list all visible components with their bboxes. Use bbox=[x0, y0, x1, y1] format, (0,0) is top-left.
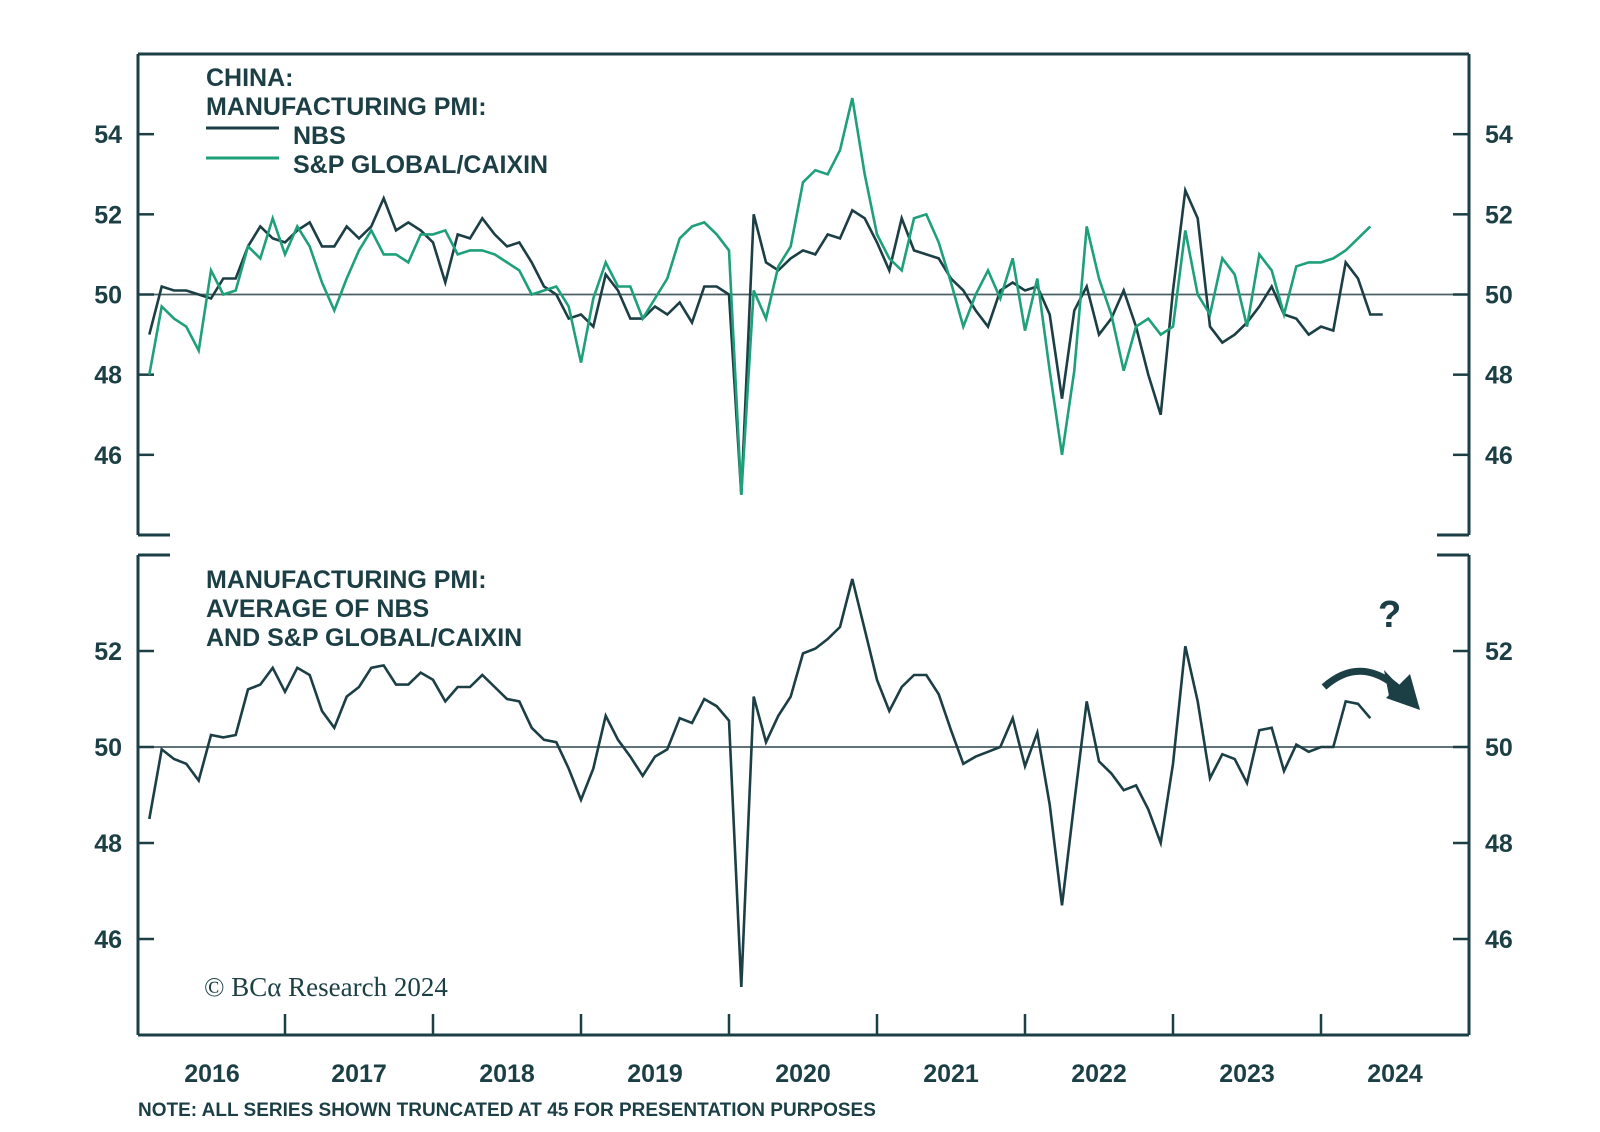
y-tick-label-right: 52 bbox=[1485, 201, 1513, 229]
legend-label-nbs: NBS bbox=[293, 122, 346, 150]
x-tick-label: 2024 bbox=[1367, 1060, 1423, 1088]
y-tick-label-left: 48 bbox=[94, 830, 122, 858]
series-line-caixin bbox=[148, 97, 1372, 495]
x-tick-label: 2021 bbox=[923, 1060, 979, 1088]
y-tick-label-right: 50 bbox=[1485, 734, 1513, 762]
x-tick-label: 2020 bbox=[775, 1060, 831, 1088]
copyright-text: © BCα Research 2024 bbox=[204, 972, 448, 1002]
x-tick-label: 2016 bbox=[184, 1060, 240, 1088]
x-tick-label: 2018 bbox=[479, 1060, 535, 1088]
y-tick-label-left: 46 bbox=[94, 442, 122, 470]
y-tick-label-left: 48 bbox=[94, 362, 122, 390]
x-tick-label: 2022 bbox=[1071, 1060, 1127, 1088]
y-tick-label-right: 54 bbox=[1485, 121, 1513, 149]
x-tick-label: 2023 bbox=[1219, 1060, 1275, 1088]
question-mark-annotation: ? bbox=[1378, 594, 1401, 636]
y-tick-label-right: 46 bbox=[1485, 926, 1513, 954]
y-axis-labels: 46 46 48 48 50 50 52 52 54 54 46 46 48 48 50 50 52 52 bbox=[94, 121, 1513, 954]
bottom-title-line-2: AVERAGE OF NBS bbox=[206, 595, 429, 623]
series-line-average bbox=[148, 578, 1372, 988]
bottom-title-line-1: MANUFACTURING PMI: bbox=[206, 566, 487, 594]
y-tick-label-right: 46 bbox=[1485, 442, 1513, 470]
legend-label-caixin: S&P GLOBAL/CAIXIN bbox=[293, 151, 548, 179]
y-tick-label-right: 50 bbox=[1485, 282, 1513, 310]
y-tick-label-right: 48 bbox=[1485, 830, 1513, 858]
x-axis-labels: 2016 2017 2018 2019 2020 2021 2022 2023 2024 bbox=[184, 1060, 1423, 1088]
series-line-nbs bbox=[148, 185, 1383, 495]
x-tick-label: 2017 bbox=[331, 1060, 387, 1088]
y-tick-label-left: 52 bbox=[94, 638, 122, 666]
bottom-panel-frame bbox=[136, 553, 1471, 1037]
y-tick-label-left: 50 bbox=[94, 282, 122, 310]
y-tick-label-right: 52 bbox=[1485, 638, 1513, 666]
top-title-line-2: MANUFACTURING PMI: bbox=[206, 93, 487, 121]
axis-ticks bbox=[138, 132, 1469, 1035]
y-tick-label-right: 48 bbox=[1485, 362, 1513, 390]
y-tick-label-left: 52 bbox=[94, 201, 122, 229]
y-tick-label-left: 46 bbox=[94, 926, 122, 954]
note-text: NOTE: ALL SERIES SHOWN TRUNCATED AT 45 F… bbox=[138, 1100, 876, 1121]
bottom-title-line-3: AND S&P GLOBAL/CAIXIN bbox=[206, 624, 522, 652]
x-tick-label: 2019 bbox=[627, 1060, 683, 1088]
y-tick-label-left: 54 bbox=[94, 121, 122, 149]
arrow-head-triangle bbox=[1386, 674, 1420, 710]
y-tick-label-left: 50 bbox=[94, 734, 122, 762]
series-lines bbox=[148, 97, 1383, 988]
top-title-line-1: CHINA: bbox=[206, 64, 294, 92]
